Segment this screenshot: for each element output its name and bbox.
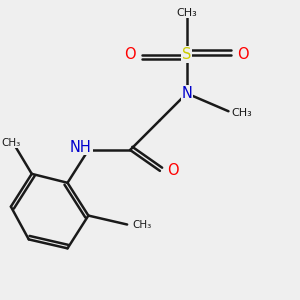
Text: CH₃: CH₃ [132,220,152,230]
Text: O: O [238,47,249,62]
Text: O: O [167,164,179,178]
Text: CH₃: CH₃ [176,8,197,18]
Text: NH: NH [70,140,92,154]
Text: O: O [124,47,136,62]
Text: S: S [182,47,191,62]
Text: CH₃: CH₃ [1,137,20,148]
Text: CH₃: CH₃ [232,108,252,118]
Text: N: N [181,86,192,101]
